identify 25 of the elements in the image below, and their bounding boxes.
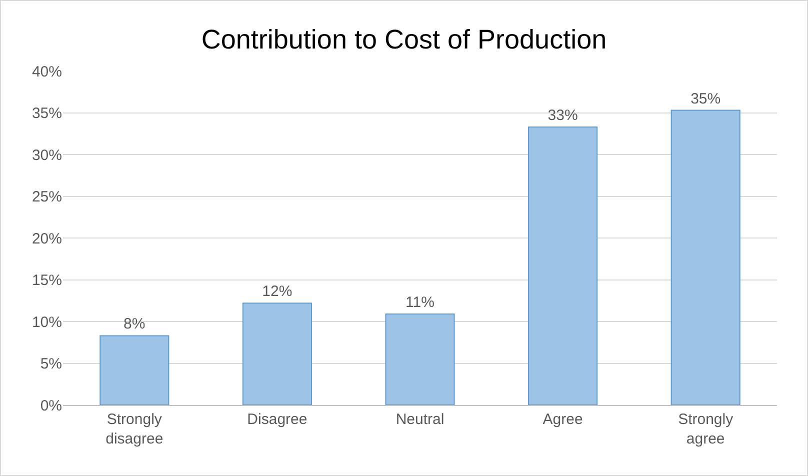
x-tick-label: Agree: [542, 411, 583, 428]
y-tick-label: 10%: [32, 314, 62, 331]
y-tick-label: 30%: [32, 146, 62, 164]
x-tick-label: Strongly agree: [678, 411, 734, 448]
x-tick-label: Disagree: [247, 411, 308, 428]
data-label: 35%: [690, 90, 721, 108]
y-tick-label: 35%: [32, 105, 62, 122]
data-label: 11%: [406, 294, 434, 311]
bar: [528, 126, 598, 405]
y-tick-label: 15%: [32, 272, 62, 289]
data-label: 12%: [262, 283, 292, 300]
x-tick-label: Strongly disagree: [106, 411, 164, 448]
y-tick-label: 5%: [40, 356, 62, 372]
bar: [385, 313, 455, 405]
bar: [242, 302, 312, 405]
y-tick-label: 25%: [32, 188, 62, 206]
x-tick-label: Neutral: [396, 411, 444, 428]
bar: [670, 110, 740, 405]
chart-title: Contribution to Cost of Production: [201, 24, 607, 54]
y-tick-label: 40%: [32, 63, 62, 80]
bar: [100, 335, 170, 405]
data-label: 8%: [124, 316, 146, 333]
data-label: 33%: [548, 106, 578, 124]
y-tick-label: 0%: [40, 397, 62, 414]
y-tick-label: 20%: [32, 230, 62, 248]
